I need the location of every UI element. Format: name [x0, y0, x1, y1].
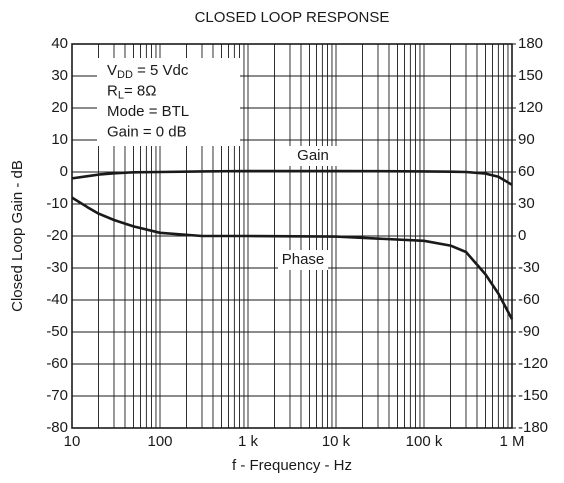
condition-part: = 5 Vdc [133, 62, 189, 79]
condition-part: = 8Ω [124, 82, 156, 99]
condition-part: L [118, 89, 124, 101]
y2-tick-label: 180 [518, 35, 543, 52]
y-tick-label: -80 [46, 419, 68, 436]
x-tick-label: 100 k [406, 433, 443, 450]
x-tick-label: 1 M [499, 433, 524, 450]
condition-text: VDD = 5 Vdc [107, 62, 189, 81]
y-tick-label: -40 [46, 291, 68, 308]
series-label-bg [278, 250, 328, 270]
y2-tick-label: 30 [518, 195, 535, 212]
condition-text: Gain = 0 dB [107, 123, 187, 140]
y2-tick-label: -60 [518, 291, 540, 308]
series-label-bg [288, 146, 338, 166]
y-tick-label: 20 [51, 99, 68, 116]
y-tick-label: 40 [51, 35, 68, 52]
y-tick-label: -60 [46, 355, 68, 372]
y2-tick-label: -120 [518, 355, 548, 372]
y2-tick-label: 90 [518, 131, 535, 148]
x-axis-label: f - Frequency - Hz [232, 457, 352, 474]
condition-part: R [107, 82, 118, 99]
y2-tick-label: -150 [518, 387, 548, 404]
y2-tick-label: -90 [518, 323, 540, 340]
y-tick-label: 30 [51, 67, 68, 84]
series-line [71, 169, 513, 186]
y2-tick-label: 120 [518, 99, 543, 116]
y-tick-label: -30 [46, 259, 68, 276]
x-tick-label: 10 [64, 433, 81, 450]
y-tick-label: -50 [46, 323, 68, 340]
x-tick-label: 1 k [238, 433, 259, 450]
series-line [71, 196, 514, 320]
x-tick-label: 100 [147, 433, 172, 450]
y-axis-label: Closed Loop Gain - dB [9, 160, 26, 312]
condition-part: Gain = 0 dB [107, 123, 187, 140]
y2-tick-label: -30 [518, 259, 540, 276]
condition-text: RL= 8Ω [107, 82, 156, 101]
y2-tick-label: 60 [518, 163, 535, 180]
y2-tick-label: -180 [518, 419, 548, 436]
condition-text: Mode = BTL [107, 103, 189, 120]
y-tick-label: 0 [60, 163, 68, 180]
y2-tick-label: 150 [518, 67, 543, 84]
y2-tick-label: 0 [518, 227, 526, 244]
plot-frame [71, 43, 513, 429]
condition-part: DD [117, 69, 133, 81]
series-label: Gain [297, 147, 329, 164]
x-tick-label: 10 k [322, 433, 351, 450]
condition-part: V [107, 62, 117, 79]
conditions-box [97, 58, 240, 146]
series-label: Phase [282, 251, 325, 268]
y-tick-label: -10 [46, 195, 68, 212]
y-tick-label: -70 [46, 387, 68, 404]
y-tick-label: 10 [51, 131, 68, 148]
condition-part: Mode = BTL [107, 103, 189, 120]
y-tick-label: -20 [46, 227, 68, 244]
chart-title: CLOSED LOOP RESPONSE [195, 9, 390, 26]
